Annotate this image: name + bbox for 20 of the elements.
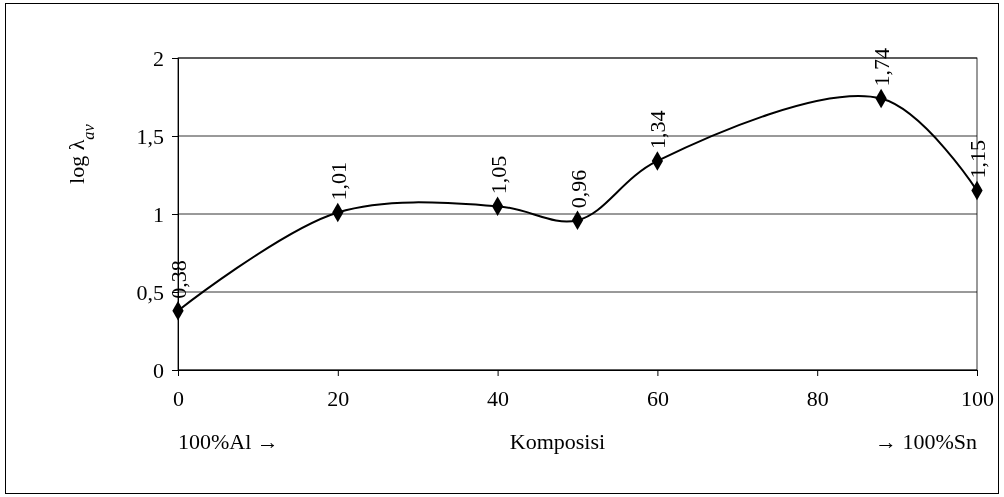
y-tick-label: 0,5 xyxy=(136,279,164,305)
data-label: 1,05 xyxy=(485,155,511,195)
data-label: 1,74 xyxy=(869,48,895,87)
x-tick-label: 0 xyxy=(173,385,184,411)
text: 100%Al → xyxy=(178,429,279,454)
text: → 100%Sn xyxy=(874,429,977,454)
data-label: 1,34 xyxy=(645,110,671,149)
x-tick-label: 100 xyxy=(961,385,994,411)
y-tick-label: 0 xyxy=(153,357,164,383)
x-tick-label: 20 xyxy=(327,385,350,411)
x-tick-label: 60 xyxy=(646,385,669,411)
y-tick-label: 1 xyxy=(153,201,164,227)
data-label: 0,96 xyxy=(565,169,591,209)
y-tick-label: 2 xyxy=(153,45,164,71)
data-label: 1,15 xyxy=(965,140,990,179)
x-axis-title: Komposisi xyxy=(509,429,606,454)
data-label: 1,01 xyxy=(325,161,351,201)
x-tick-label: 80 xyxy=(806,385,829,411)
x-tick-label: 40 xyxy=(487,385,510,411)
y-tick-label: 1,5 xyxy=(136,123,164,149)
